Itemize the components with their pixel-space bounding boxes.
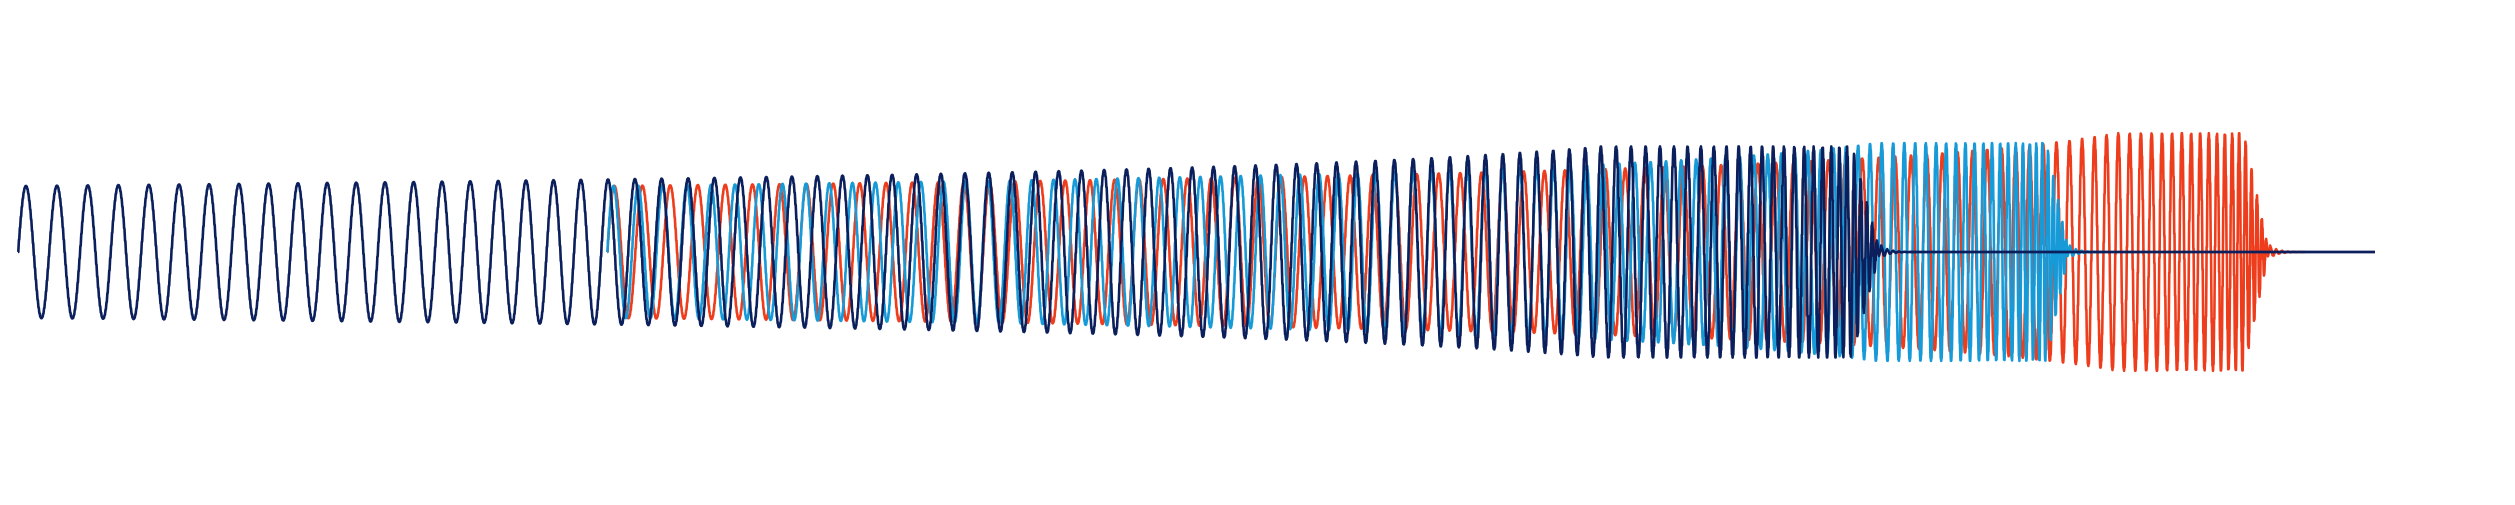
series-1-waveform [17,145,1917,359]
series-2-waveform [606,141,2105,363]
